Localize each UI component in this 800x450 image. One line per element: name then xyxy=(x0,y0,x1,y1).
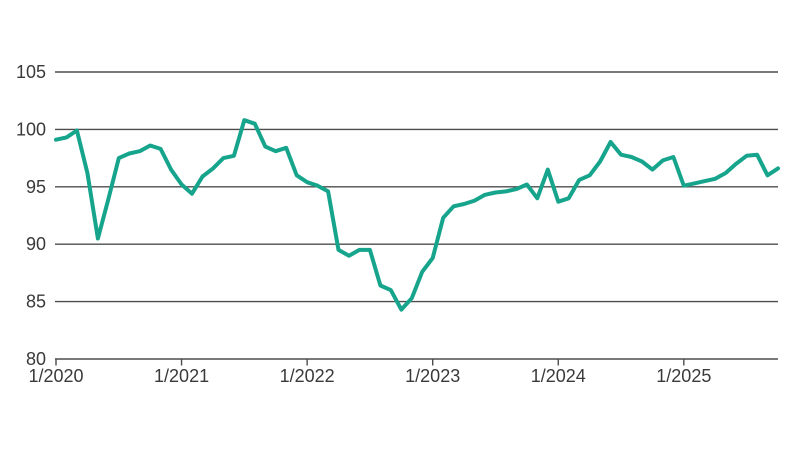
x-axis-tick-marks xyxy=(55,359,685,366)
y-tick-label: 80 xyxy=(26,349,46,369)
x-tick-label: 1/2022 xyxy=(280,366,335,386)
x-tick-label: 1/2024 xyxy=(531,366,586,386)
y-tick-label: 95 xyxy=(26,177,46,197)
x-tick-label: 1/2021 xyxy=(154,366,209,386)
y-tick-label: 100 xyxy=(16,119,46,139)
y-tick-label: 85 xyxy=(26,292,46,312)
y-axis-labels: 105 100 95 90 85 80 xyxy=(16,62,46,369)
x-tick-label: 1/2023 xyxy=(405,366,460,386)
y-tick-label: 105 xyxy=(16,62,46,82)
y-tick-label: 90 xyxy=(26,234,46,254)
x-axis-labels: 1/2020 1/2021 1/2022 1/2023 1/2024 1/2025 xyxy=(28,366,711,386)
x-tick-label: 1/2020 xyxy=(28,366,83,386)
data-line xyxy=(54,118,780,312)
x-tick-label: 1/2025 xyxy=(656,366,711,386)
gridlines xyxy=(55,71,778,360)
